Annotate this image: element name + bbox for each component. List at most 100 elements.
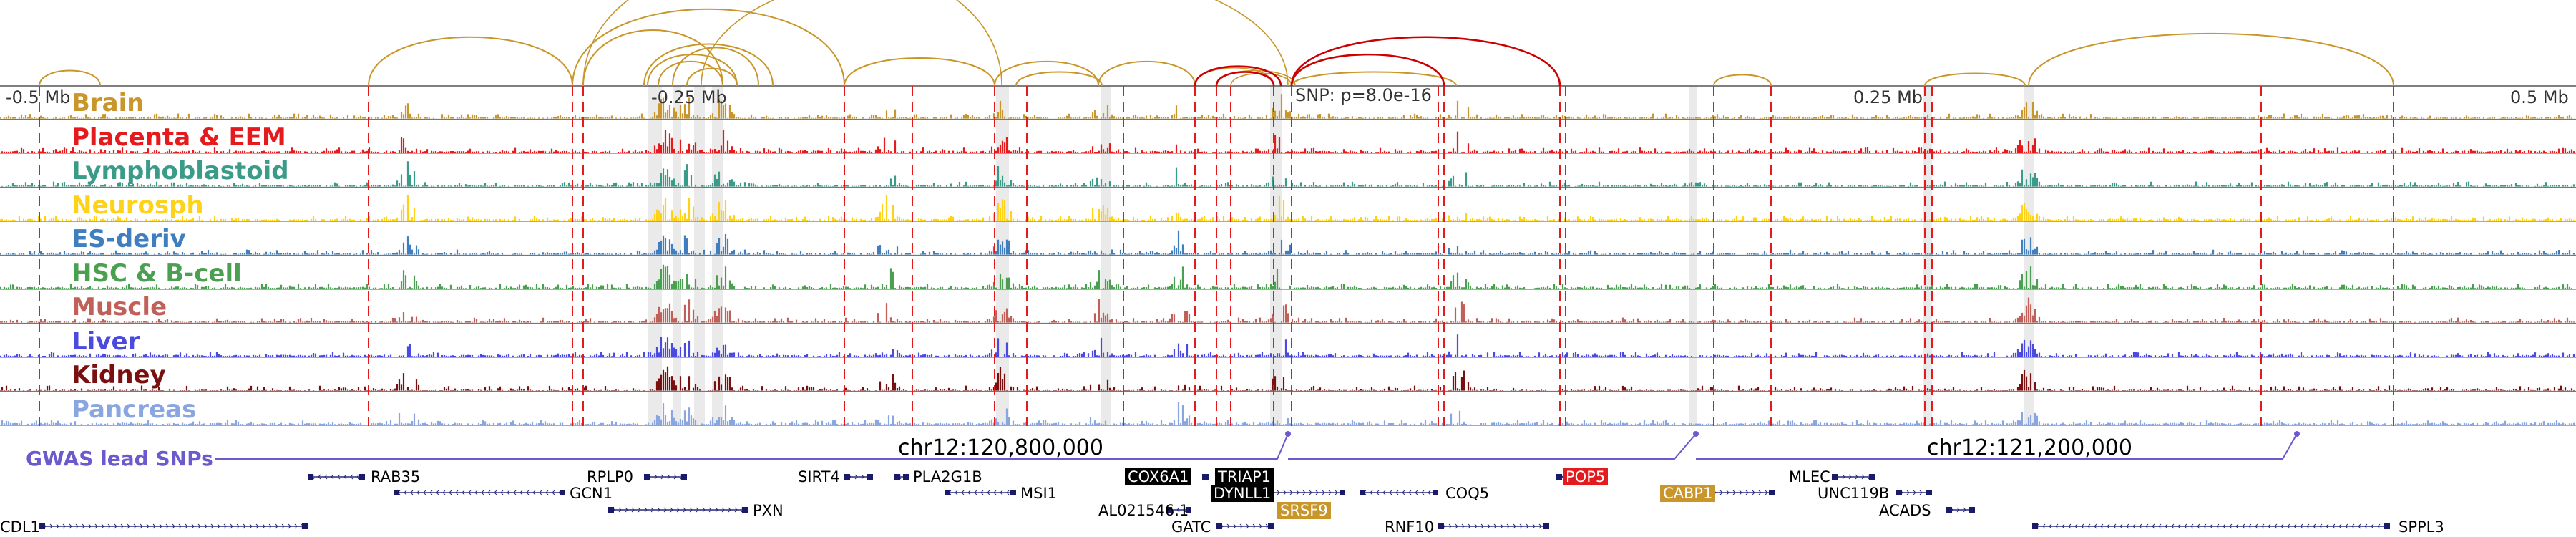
gene-label: SIRT4 <box>798 468 840 485</box>
gwas-lead-snp-marker <box>1285 431 1291 437</box>
gene-exon <box>394 490 399 495</box>
highlight-band <box>712 86 723 426</box>
axis-tick-label: -0.5 Mb <box>6 87 71 107</box>
chromatin-interaction-arc <box>582 29 723 87</box>
gene-label-highlighted: POP5 <box>1563 468 1609 485</box>
gene-exon <box>1896 490 1902 495</box>
gene-exon <box>894 474 900 480</box>
gene-label: SPPL3 <box>2399 518 2444 536</box>
gene-label: PLA2G1B <box>913 468 982 485</box>
track-label-placenta: Placenta & EEM <box>72 123 286 152</box>
gene-exon <box>844 474 850 480</box>
chromatin-interaction-arc <box>1230 72 1292 87</box>
signal-track <box>0 334 2575 357</box>
gwas-line <box>215 433 2298 460</box>
chromatin-interaction-arc <box>1713 74 1772 87</box>
chromatin-interaction-arc <box>686 67 738 87</box>
signal-track <box>1 161 2575 187</box>
gene-exon <box>302 523 308 529</box>
gene-strand-arrows <box>1220 523 1269 529</box>
gene-label: PXN <box>753 502 784 519</box>
gene-exon <box>1268 523 1274 529</box>
track-label-hsc-bcell: HSC & B-cell <box>72 259 242 288</box>
track-label-brain: Brain <box>72 89 145 117</box>
gene-label-highlighted: DYNLL1 <box>1211 485 1274 502</box>
chromatin-interaction-arc <box>1098 60 1196 87</box>
axis-tick-label: -0.25 Mb <box>651 87 727 107</box>
gene-exon <box>39 523 45 529</box>
chromatin-interaction-arc <box>1194 65 1282 87</box>
signal-track <box>0 230 2575 255</box>
chromatin-interaction-arc <box>658 60 723 87</box>
gene-exon <box>1832 474 1838 480</box>
gene-exon <box>1869 474 1875 480</box>
signal-track <box>0 94 2573 119</box>
chromatin-interaction-arc <box>368 36 573 87</box>
signal-track <box>0 195 2575 221</box>
gene-exon <box>308 474 313 480</box>
gene-label: AL021546.1 <box>1098 502 1189 519</box>
track-label-lymphoblastoid: Lymphoblastoid <box>72 157 289 185</box>
gene-exon <box>560 490 565 495</box>
gene-strand-arrows <box>648 474 683 480</box>
signal-track <box>0 264 2573 289</box>
gene-exon <box>742 507 748 513</box>
gene-strand-arrows <box>848 474 871 480</box>
gene-exon <box>1166 507 1172 513</box>
gene-label: UNC119B <box>1818 485 1890 502</box>
gene-strand-arrows <box>612 507 744 513</box>
gene-exon <box>1969 507 1975 513</box>
gene-exon <box>1186 507 1191 513</box>
gene-label: CDL1 <box>0 518 40 536</box>
chromatin-interaction-arc <box>1015 71 1103 87</box>
signal-track <box>0 366 2575 391</box>
gene-exon <box>608 507 614 513</box>
gene-label: GCN1 <box>570 485 613 502</box>
highlight-band <box>694 86 705 426</box>
track-label-muscle: Muscle <box>72 293 167 321</box>
chromatin-interaction-arc <box>2028 32 2394 87</box>
gene-exon <box>644 474 650 480</box>
gene-exon <box>1433 490 1438 495</box>
gene-label-highlighted: TRIAP1 <box>1215 468 1274 485</box>
gene-strand-arrows <box>1900 490 1929 495</box>
track-label-kidney: Kidney <box>72 361 166 390</box>
gene-exon <box>1543 523 1549 529</box>
chromatin-interaction-arc <box>1290 36 1561 87</box>
chromatin-interaction-arc <box>572 8 845 87</box>
gene-label: RAB35 <box>371 468 421 485</box>
gene-exon <box>1926 490 1932 495</box>
gene-exon <box>1340 490 1345 495</box>
gene-label: ACADS <box>1879 502 1931 519</box>
chromatin-interaction-arc <box>39 69 101 87</box>
chromatin-interaction-arc <box>844 57 995 87</box>
gwas-lead-snp-marker <box>2294 431 2300 437</box>
gene-label-highlighted: CABP1 <box>1660 485 1716 502</box>
gene-exon <box>2384 523 2390 529</box>
gene-exon <box>1360 490 1365 495</box>
chromatin-interaction-arc <box>643 43 774 87</box>
signal-track <box>1 130 2575 153</box>
gene-strand-arrows <box>1442 523 1548 529</box>
gene-exon <box>681 474 687 480</box>
gene-exon <box>1769 490 1775 495</box>
gene-exon <box>1216 523 1222 529</box>
gene-label-highlighted: SRSF9 <box>1277 502 1331 519</box>
track-label-pancreas: Pancreas <box>72 395 197 424</box>
highlight-band <box>996 86 1009 426</box>
track-label-neurosph: Neurosph <box>72 191 204 220</box>
chromatin-interaction-arc <box>647 54 738 87</box>
gene-exon <box>1946 507 1952 513</box>
track-label-es-deriv: ES-deriv <box>72 225 186 253</box>
chromatin-interaction-arc <box>1924 72 2026 87</box>
highlight-band <box>1101 86 1111 426</box>
gwas-lead-snp-marker <box>1693 431 1699 437</box>
gene-exon <box>945 490 950 495</box>
chromatin-interaction-arc <box>1215 71 1275 87</box>
chromatin-interaction-arc <box>994 60 1099 87</box>
chromatin-interaction-arc <box>1290 53 1445 87</box>
gene-exon <box>1556 474 1562 480</box>
signal-track <box>1 402 2575 425</box>
